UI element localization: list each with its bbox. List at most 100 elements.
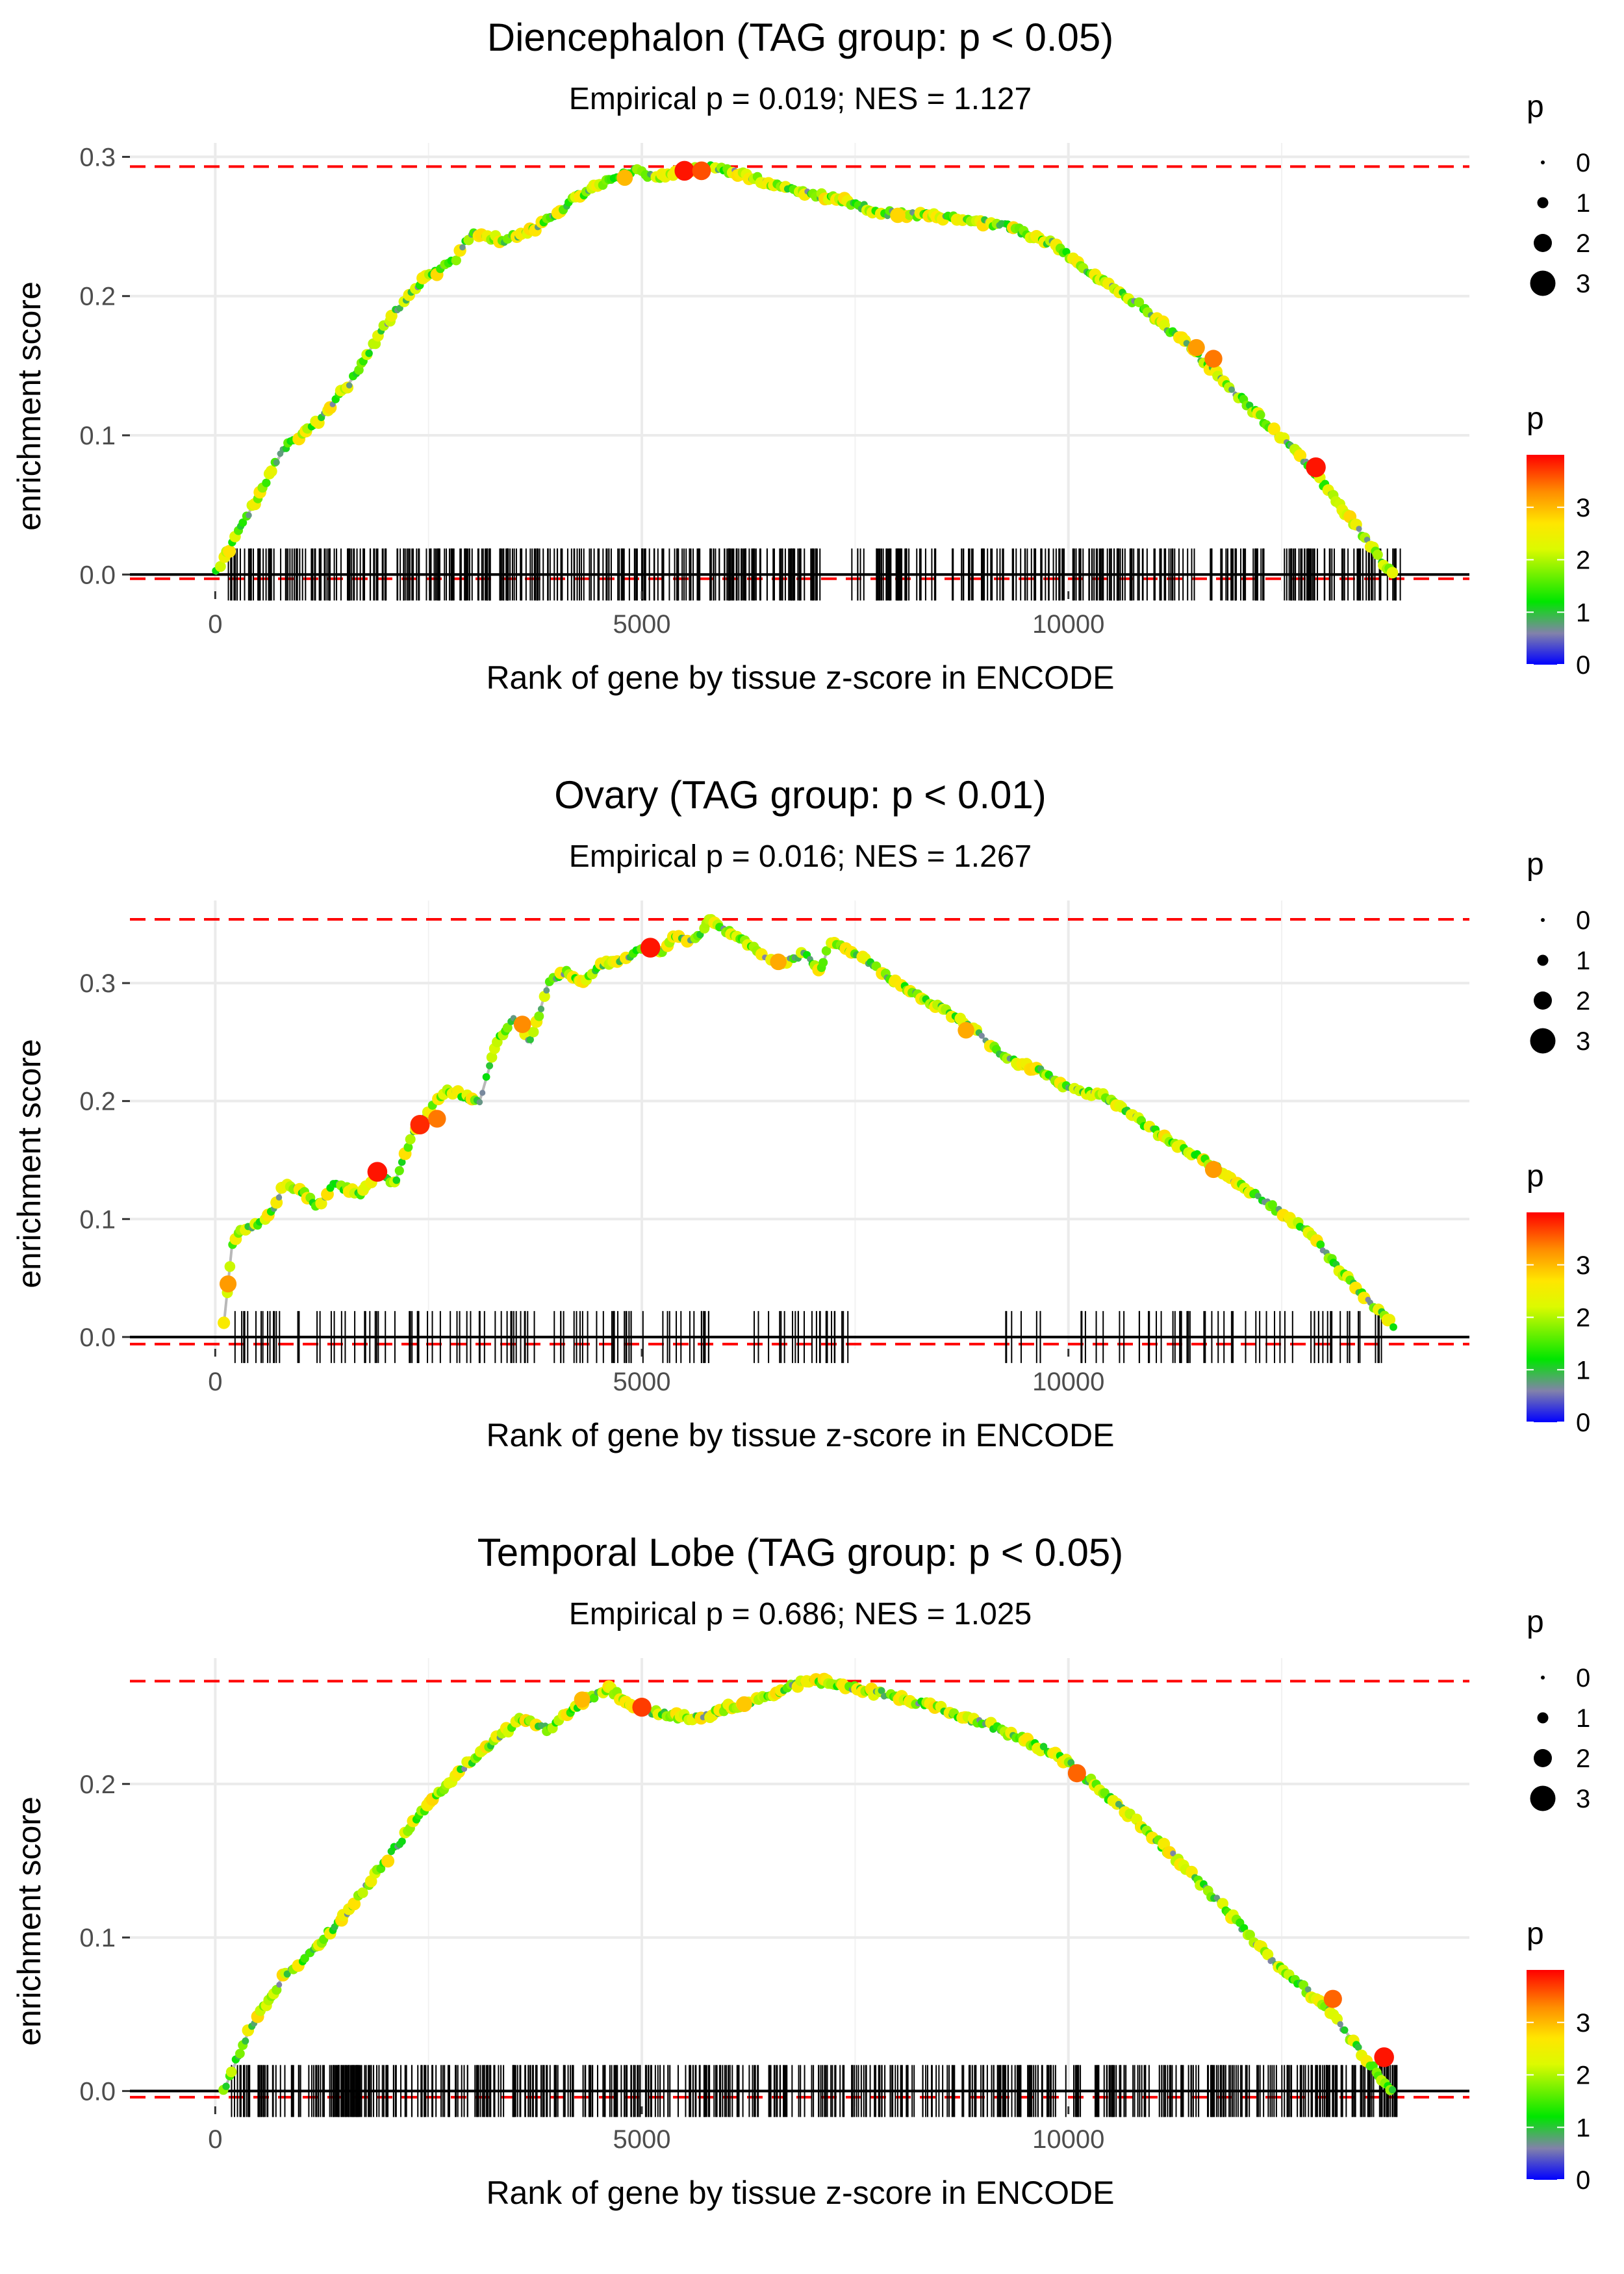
highlight-point	[632, 1697, 652, 1717]
x-axis-title: Rank of gene by tissue z-score in ENCODE	[486, 2175, 1114, 2211]
curve-point	[1354, 2043, 1362, 2051]
x-tick-label: 5000	[613, 1368, 671, 1396]
size-legend-label: 3	[1576, 270, 1590, 298]
size-legend-key	[1537, 954, 1549, 966]
y-tick-label: 0.0	[79, 561, 116, 589]
x-axis-title: Rank of gene by tissue z-score in ENCODE	[486, 1417, 1114, 1453]
size-legend-key	[1541, 918, 1545, 922]
curve-point	[486, 1062, 494, 1069]
color-legend-title: p	[1527, 402, 1544, 436]
curve-point	[1356, 526, 1362, 532]
size-legend-label: 0	[1576, 149, 1590, 177]
highlight-point	[1067, 1764, 1086, 1783]
color-legend-label: 1	[1576, 598, 1590, 627]
curve-point	[224, 1261, 236, 1272]
curve-point	[403, 1142, 413, 1152]
curve-point	[398, 1158, 406, 1166]
highlight-point	[674, 160, 694, 181]
size-legend: p 0 1 2 3	[1527, 90, 1590, 298]
chart-subtitle: Empirical p = 0.686; NES = 1.025	[569, 1597, 1032, 1631]
chart-title: Temporal Lobe (TAG group: p < 0.05)	[477, 1531, 1123, 1574]
highlight-point	[367, 1162, 388, 1182]
curve-point	[1267, 422, 1281, 435]
curve-point	[1245, 1930, 1255, 1940]
x-tick-label: 10000	[1032, 610, 1104, 639]
curve-point	[482, 1073, 490, 1081]
color-legend-label: 0	[1576, 2166, 1590, 2195]
y-axis-title: enrichment score	[11, 1039, 47, 1288]
y-tick-label: 0.3	[79, 969, 116, 998]
x-axis: 0 5000 10000	[208, 1349, 1104, 1396]
curve-point	[398, 1837, 406, 1845]
curve-point	[878, 1687, 885, 1694]
highlight-point	[410, 1115, 430, 1134]
curve-point	[1183, 340, 1190, 347]
highlight-point	[1187, 339, 1205, 357]
enrichment-curve	[222, 1680, 1394, 2092]
x-axis-title: Rank of gene by tissue z-score in ENCODE	[486, 659, 1114, 696]
y-axis: 0.0 0.1 0.2	[79, 1770, 130, 2106]
curve-point	[1170, 1850, 1176, 1857]
highlight-point	[640, 938, 661, 958]
curve-point	[238, 518, 247, 527]
y-tick-label: 0.3	[79, 143, 116, 172]
x-tick-label: 0	[208, 610, 222, 639]
curve-point	[459, 244, 466, 251]
curve-point	[283, 1970, 291, 1978]
curve-point	[1100, 1788, 1110, 1798]
size-legend-key	[1534, 1749, 1552, 1767]
curve-point	[357, 1887, 368, 1898]
y-tick-label: 0.2	[79, 1088, 116, 1116]
y-tick-label: 0.1	[79, 1924, 116, 1952]
curve-point	[225, 2066, 237, 2078]
size-legend-key	[1534, 991, 1552, 1010]
chart-subtitle: Empirical p = 0.016; NES = 1.267	[569, 839, 1032, 874]
curve-point	[1341, 2026, 1349, 2034]
curve-point	[461, 1766, 468, 1772]
curve-point	[405, 1134, 416, 1145]
curve-point	[534, 1011, 544, 1021]
x-axis: 0 5000 10000	[208, 591, 1104, 639]
color-legend: p 3 2 1 0	[1527, 402, 1590, 680]
color-legend-label: 3	[1576, 2009, 1590, 2038]
curve-point	[218, 1316, 231, 1329]
size-legend-label: 1	[1576, 189, 1590, 218]
curve-point	[543, 987, 550, 994]
size-legend-title: p	[1527, 90, 1544, 124]
curve-point	[275, 1194, 283, 1201]
curve-point	[1383, 1314, 1396, 1326]
x-tick-label: 0	[208, 1368, 222, 1396]
size-legend-label: 0	[1576, 1664, 1590, 1693]
curve-point	[273, 459, 280, 466]
x-tick-label: 5000	[613, 2125, 671, 2154]
curve-point	[451, 255, 461, 266]
curve-point	[1134, 297, 1145, 307]
curve-point	[821, 946, 831, 956]
x-tick-label: 10000	[1032, 2125, 1104, 2154]
highlight-point	[890, 207, 906, 224]
size-legend-key	[1537, 1712, 1549, 1724]
size-legend-key	[1534, 234, 1552, 252]
curve-point	[479, 1090, 486, 1096]
size-legend-label: 3	[1576, 1027, 1590, 1056]
size-legend-key	[1530, 270, 1556, 296]
color-legend-label: 2	[1576, 2062, 1590, 2090]
curve-point	[1388, 2086, 1397, 2094]
y-axis-title: enrichment score	[11, 281, 47, 531]
grid	[130, 143, 1469, 591]
chart-panel-2: Ovary (TAG group: p < 0.01) Empirical p =…	[11, 773, 1590, 1453]
highlight-point	[1323, 1989, 1342, 2008]
highlight-point	[736, 1696, 752, 1713]
curve-point	[1228, 386, 1236, 393]
size-legend-key	[1530, 1785, 1556, 1811]
x-tick-label: 0	[208, 2125, 222, 2154]
highlight-point	[958, 1021, 974, 1039]
curve-point	[215, 561, 226, 572]
highlight-point	[1204, 350, 1223, 368]
size-legend-key	[1541, 1676, 1545, 1680]
curve-point	[526, 1036, 534, 1043]
curve-points	[212, 160, 1399, 579]
y-axis-title: enrichment score	[11, 1796, 47, 2046]
curve-points	[218, 1672, 1397, 2095]
curve-point	[528, 1027, 539, 1038]
